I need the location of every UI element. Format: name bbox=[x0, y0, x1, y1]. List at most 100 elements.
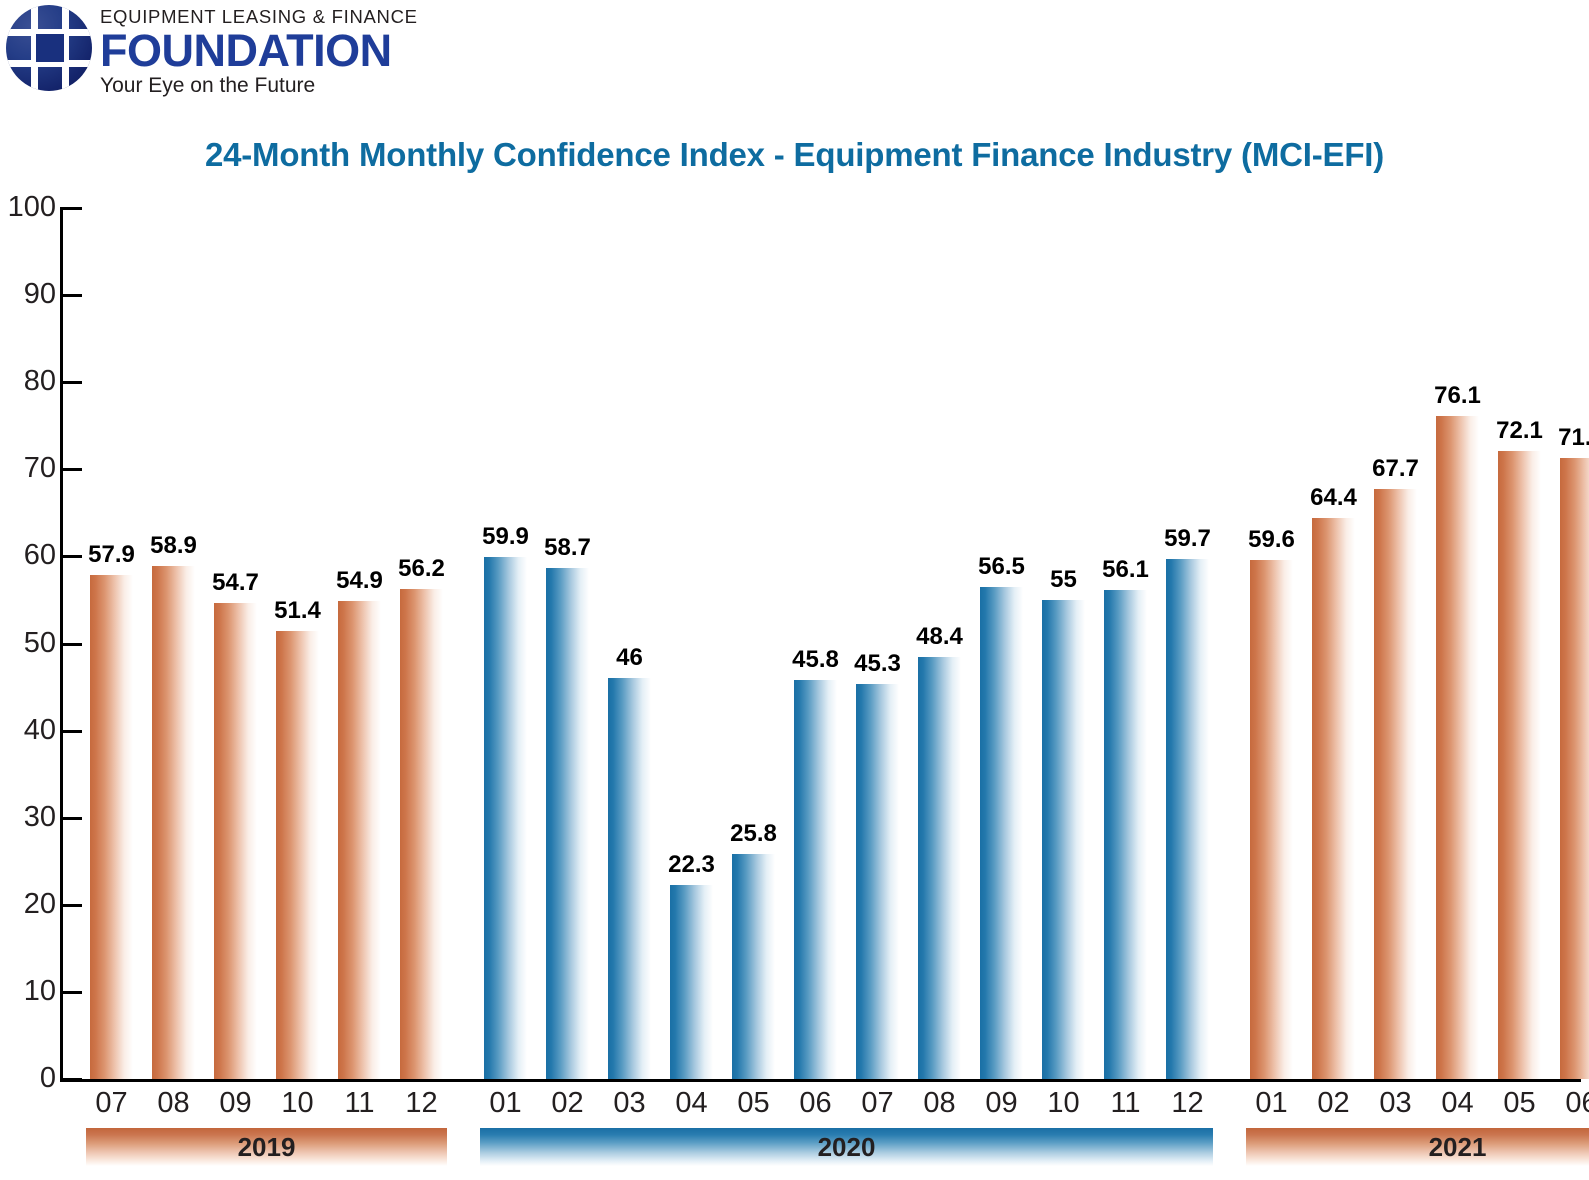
bar-value-label: 56.2 bbox=[398, 555, 445, 583]
y-axis-tick bbox=[60, 468, 82, 472]
x-axis-tick-label: 06 bbox=[1565, 1087, 1589, 1119]
year-band bbox=[86, 1128, 447, 1166]
bar bbox=[1560, 457, 1589, 1079]
x-axis-tick-label: 11 bbox=[1110, 1087, 1141, 1119]
x-axis-tick-label: 08 bbox=[157, 1087, 190, 1119]
bar-value-label: 58.7 bbox=[544, 533, 591, 561]
x-axis-tick-label: 08 bbox=[923, 1087, 956, 1119]
x-axis-tick-label: 01 bbox=[1255, 1087, 1288, 1119]
y-axis-tick bbox=[60, 642, 82, 646]
x-axis-tick-label: 10 bbox=[1047, 1087, 1080, 1119]
bar bbox=[1166, 559, 1209, 1079]
x-axis-tick-label: 05 bbox=[1503, 1087, 1536, 1119]
year-band-label: 2019 bbox=[237, 1132, 296, 1162]
y-axis-tick bbox=[60, 990, 82, 994]
x-axis-tick-label: 06 bbox=[799, 1087, 832, 1119]
bar bbox=[1104, 590, 1147, 1079]
bar bbox=[90, 574, 133, 1079]
bar-value-label: 48.4 bbox=[916, 623, 963, 651]
y-axis-tick-label: 70 bbox=[23, 452, 56, 485]
y-axis-tick-label: 50 bbox=[23, 626, 56, 659]
logo-tagline-top: EQUIPMENT LEASING & FINANCE bbox=[100, 6, 418, 27]
x-axis-tick-label: 03 bbox=[1379, 1087, 1412, 1119]
y-axis-tick-label: 30 bbox=[23, 800, 56, 833]
y-axis-tick bbox=[60, 555, 82, 559]
bar-value-label: 45.8 bbox=[792, 646, 839, 674]
y-axis-tick-label: 90 bbox=[23, 278, 56, 311]
y-axis-tick-label: 80 bbox=[23, 365, 56, 398]
bar-value-label: 71.3 bbox=[1558, 423, 1589, 451]
y-axis-tick-label: 100 bbox=[7, 191, 56, 223]
x-axis-tick-label: 11 bbox=[344, 1087, 375, 1119]
bar bbox=[670, 884, 713, 1079]
y-axis-tick-label: 0 bbox=[39, 1062, 56, 1094]
bar bbox=[400, 589, 443, 1079]
bar bbox=[1250, 559, 1293, 1079]
bar bbox=[608, 678, 651, 1079]
bar-value-label: 46 bbox=[616, 644, 643, 672]
x-axis-tick-label: 05 bbox=[737, 1087, 770, 1119]
bar-value-label: 25.8 bbox=[730, 820, 777, 848]
x-axis-tick-label: 07 bbox=[95, 1087, 128, 1119]
bar-value-label: 57.9 bbox=[88, 540, 135, 568]
bar-value-label: 72.1 bbox=[1496, 417, 1543, 444]
y-axis-tick bbox=[60, 207, 82, 210]
bar-value-label: 54.9 bbox=[336, 566, 383, 594]
bar bbox=[276, 631, 319, 1079]
year-band bbox=[480, 1128, 1213, 1166]
x-axis-tick-label: 12 bbox=[405, 1087, 438, 1119]
bar-value-label: 59.9 bbox=[482, 523, 529, 551]
bar-value-label: 56.1 bbox=[1102, 556, 1149, 584]
logo-tagline-bottom: Your Eye on the Future bbox=[100, 74, 316, 97]
x-axis-tick-label: 01 bbox=[489, 1087, 522, 1119]
bar-value-label: 22.3 bbox=[668, 850, 715, 878]
bar-value-label: 45.3 bbox=[854, 650, 901, 678]
y-axis-tick bbox=[60, 294, 82, 298]
logo-wordmark: EQUIPMENT LEASING & FINANCE FOUNDATION Y… bbox=[100, 2, 420, 98]
x-axis-line bbox=[60, 1079, 1581, 1082]
year-band-label: 2021 bbox=[1428, 1132, 1487, 1162]
bar-value-label: 58.9 bbox=[150, 531, 197, 559]
x-axis-tick-label: 04 bbox=[675, 1087, 708, 1119]
bar-value-label: 59.7 bbox=[1164, 525, 1211, 552]
bar bbox=[794, 680, 837, 1079]
bar bbox=[484, 557, 527, 1079]
bar-value-label: 56.5 bbox=[978, 552, 1025, 580]
bar bbox=[1374, 489, 1417, 1079]
bar bbox=[1436, 416, 1479, 1079]
bar bbox=[546, 567, 589, 1079]
globe-grid-icon bbox=[6, 5, 92, 91]
bar-value-label: 67.7 bbox=[1372, 455, 1419, 483]
organization-logo: EQUIPMENT LEASING & FINANCE FOUNDATION Y… bbox=[4, 2, 424, 97]
bar-value-label: 55 bbox=[1050, 565, 1077, 593]
bar-value-label: 51.4 bbox=[274, 597, 321, 625]
bar bbox=[214, 602, 257, 1079]
x-axis-tick-label: 09 bbox=[985, 1087, 1018, 1119]
x-axis-tick-label: 02 bbox=[551, 1087, 584, 1119]
bar-value-label: 54.7 bbox=[212, 568, 259, 596]
year-band bbox=[1246, 1128, 1589, 1166]
x-axis-tick-label: 09 bbox=[219, 1087, 252, 1119]
bar-value-label: 76.1 bbox=[1434, 382, 1481, 410]
year-band-label: 2020 bbox=[817, 1132, 876, 1162]
x-axis-tick-label: 07 bbox=[861, 1087, 894, 1119]
y-axis-tick-label: 60 bbox=[23, 539, 56, 572]
bar bbox=[856, 684, 899, 1079]
bar bbox=[152, 565, 195, 1079]
y-axis-tick-label: 40 bbox=[23, 713, 56, 746]
page-title: 24-Month Monthly Confidence Index - Equi… bbox=[204, 136, 1385, 173]
bar-value-label: 59.6 bbox=[1248, 525, 1295, 553]
y-axis-tick bbox=[60, 729, 82, 733]
x-axis-tick-label: 04 bbox=[1441, 1087, 1474, 1119]
bar-value-label: 64.4 bbox=[1310, 484, 1357, 512]
x-axis-tick-label: 02 bbox=[1317, 1087, 1350, 1119]
bar bbox=[1042, 599, 1085, 1079]
bar bbox=[338, 600, 381, 1079]
y-axis-tick-label: 20 bbox=[23, 887, 56, 920]
bar bbox=[1498, 451, 1541, 1079]
y-axis-tick bbox=[60, 381, 82, 385]
x-axis-tick-label: 12 bbox=[1171, 1087, 1204, 1119]
logo-name: FOUNDATION bbox=[100, 25, 392, 76]
x-axis-tick-label: 10 bbox=[281, 1087, 314, 1119]
